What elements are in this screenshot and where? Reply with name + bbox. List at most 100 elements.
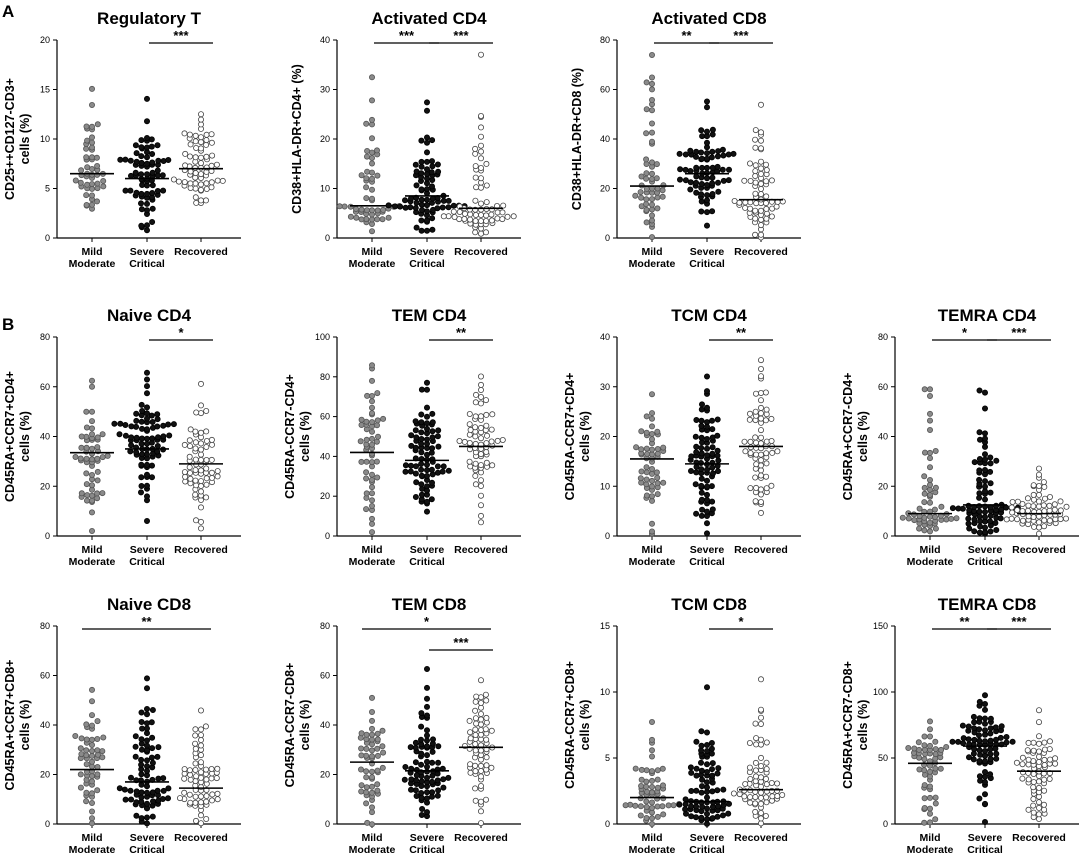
data-point <box>649 201 656 208</box>
data-point <box>763 759 770 766</box>
data-point <box>423 712 430 719</box>
data-point <box>127 157 134 164</box>
data-point <box>368 398 375 405</box>
data-point <box>358 458 365 465</box>
data-point <box>649 175 656 182</box>
x-category-label: Severe <box>410 544 445 556</box>
data-point <box>698 208 705 215</box>
data-point <box>364 392 371 399</box>
data-point <box>94 787 101 794</box>
data-point <box>418 750 425 757</box>
data-point <box>698 482 705 489</box>
data-point <box>181 789 188 796</box>
data-point <box>927 718 934 725</box>
data-point <box>987 528 994 535</box>
y-tick-label: 60 <box>600 85 610 95</box>
data-point <box>763 438 770 445</box>
data-point <box>138 206 145 213</box>
data-point <box>753 735 760 742</box>
x-category-label-line2: Moderate <box>69 556 116 568</box>
data-point <box>477 747 484 754</box>
data-point <box>746 416 753 423</box>
data-point <box>412 204 419 211</box>
data-point <box>429 428 436 435</box>
data-point <box>363 784 370 791</box>
data-point <box>368 428 375 435</box>
data-point <box>1009 509 1016 516</box>
significance-label: ** <box>141 614 152 629</box>
data-point <box>763 766 770 773</box>
data-point <box>423 107 430 114</box>
data-point <box>423 467 430 474</box>
data-point <box>720 177 727 184</box>
data-point <box>747 160 754 167</box>
data-point <box>758 191 765 198</box>
data-point <box>643 804 650 811</box>
data-point <box>649 234 656 241</box>
data-point <box>504 213 511 220</box>
data-point <box>209 152 216 159</box>
data-point <box>380 749 387 756</box>
data-point <box>143 737 150 744</box>
data-point <box>477 798 484 805</box>
data-point <box>725 151 732 158</box>
x-category-label-line2: Critical <box>129 556 165 568</box>
data-point <box>638 428 645 435</box>
data-point <box>688 453 695 460</box>
data-point <box>138 137 145 144</box>
data-point <box>149 798 156 805</box>
data-point <box>143 706 150 713</box>
data-point <box>500 202 507 209</box>
data-point <box>752 179 759 186</box>
data-point <box>709 126 716 133</box>
data-point <box>132 169 139 176</box>
data-point <box>78 167 85 174</box>
data-point <box>374 745 381 752</box>
data-point <box>435 168 442 175</box>
data-point <box>768 780 775 787</box>
data-point <box>932 738 939 745</box>
data-point <box>704 150 711 157</box>
panel-letter-b: B <box>2 315 14 334</box>
data-point <box>418 137 425 144</box>
data-point <box>976 513 983 520</box>
data-point <box>374 172 381 179</box>
data-point <box>649 719 656 726</box>
data-point <box>428 466 435 473</box>
data-point <box>763 781 770 788</box>
data-point <box>653 469 660 476</box>
data-point <box>643 783 650 790</box>
data-point <box>363 731 370 738</box>
data-point <box>477 373 484 380</box>
data-point <box>719 166 726 173</box>
data-point <box>472 145 479 152</box>
data-point <box>418 435 425 442</box>
data-point <box>407 786 414 793</box>
data-point <box>682 806 689 813</box>
y-tick-label: 30 <box>320 85 330 95</box>
data-point <box>987 730 994 737</box>
data-point <box>682 177 689 184</box>
data-point <box>693 765 700 772</box>
data-point <box>203 407 210 414</box>
data-point <box>752 231 759 238</box>
data-point <box>1042 495 1049 502</box>
data-point <box>192 467 199 474</box>
data-point <box>208 131 215 138</box>
data-point <box>927 464 934 471</box>
data-point <box>412 739 419 746</box>
significance-label: * <box>738 614 744 629</box>
data-point <box>138 736 145 743</box>
data-point <box>373 147 380 154</box>
data-point <box>643 196 650 203</box>
data-point <box>423 695 430 702</box>
data-point <box>758 231 765 238</box>
data-point <box>682 166 689 173</box>
data-point <box>83 789 90 796</box>
data-point <box>472 399 479 406</box>
data-point <box>368 476 375 483</box>
data-point <box>423 420 430 427</box>
data-point <box>758 389 765 396</box>
